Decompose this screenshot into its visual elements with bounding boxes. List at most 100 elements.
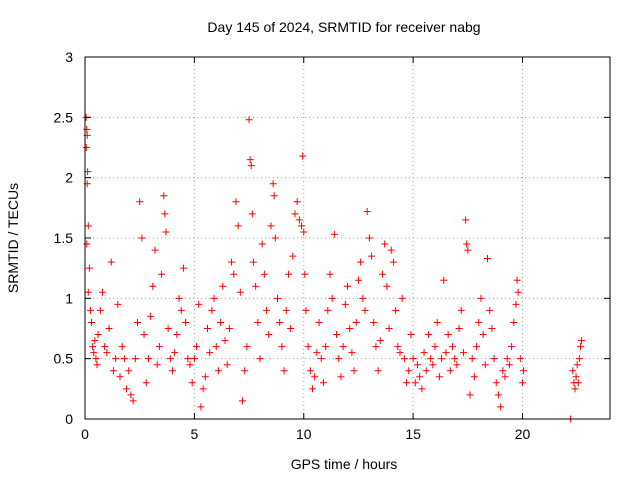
data-point	[101, 343, 109, 351]
data-point	[494, 391, 502, 399]
data-point	[246, 156, 254, 164]
data-point	[225, 325, 233, 332]
y-tick-label: 2	[65, 170, 73, 186]
data-point	[385, 325, 393, 332]
grid	[85, 57, 610, 419]
data-point	[291, 210, 299, 218]
data-point	[330, 230, 338, 238]
data-point	[239, 397, 246, 405]
data-point	[201, 373, 209, 381]
data-point	[435, 373, 443, 381]
data-point	[241, 367, 249, 375]
data-point	[519, 379, 526, 387]
data-point	[140, 331, 148, 339]
data-point	[499, 367, 507, 375]
chart-title: Day 145 of 2024, SRMTID for receiver nab…	[207, 19, 480, 35]
data-point	[510, 318, 518, 326]
data-point	[455, 325, 463, 332]
data-point	[313, 349, 321, 357]
data-point	[86, 306, 94, 314]
data-point	[453, 361, 461, 369]
data-point	[155, 343, 163, 351]
data-point	[177, 306, 185, 314]
data-point	[569, 367, 577, 375]
x-tick-label: 15	[405, 426, 421, 442]
data-point	[357, 258, 365, 266]
data-point	[403, 379, 411, 387]
data-point	[311, 373, 319, 381]
data-point	[120, 355, 128, 363]
data-point	[486, 306, 494, 314]
data-point	[438, 355, 446, 363]
data-point	[149, 282, 157, 290]
data-point	[287, 325, 295, 332]
data-point	[138, 234, 146, 242]
data-point	[479, 331, 487, 339]
data-point	[490, 355, 498, 363]
data-point	[571, 385, 579, 393]
data-point	[84, 288, 92, 296]
data-point	[103, 349, 111, 357]
data-point	[144, 355, 152, 363]
data-point	[420, 349, 428, 357]
data-point	[284, 270, 292, 278]
data-point	[396, 349, 404, 357]
data-point	[169, 367, 176, 375]
data-point	[464, 246, 472, 254]
data-point	[484, 255, 491, 263]
data-point	[427, 355, 435, 363]
data-point	[416, 373, 424, 381]
y-tick-label: 1	[65, 290, 73, 306]
data-point	[249, 258, 257, 266]
data-point	[573, 361, 581, 369]
data-point	[173, 331, 181, 339]
data-point	[129, 397, 137, 405]
x-tick-label: 0	[81, 426, 89, 442]
data-point	[512, 300, 520, 308]
data-point	[123, 385, 131, 393]
data-point	[83, 240, 91, 248]
data-point	[324, 306, 332, 314]
data-point	[228, 258, 236, 266]
data-point	[350, 367, 358, 375]
data-point	[505, 361, 513, 369]
data-point	[260, 270, 268, 278]
data-point	[451, 355, 459, 363]
data-point	[236, 288, 244, 296]
data-point	[263, 306, 271, 314]
data-point	[361, 306, 369, 314]
data-point	[576, 343, 584, 351]
data-point	[96, 306, 104, 314]
data-point	[514, 288, 522, 296]
data-point	[475, 318, 483, 326]
data-point	[243, 343, 251, 351]
data-point	[85, 264, 93, 272]
data-point	[254, 318, 262, 326]
data-point	[92, 355, 100, 363]
data-point	[394, 343, 402, 351]
data-point	[574, 379, 582, 387]
data-point	[306, 367, 314, 375]
data-point	[274, 294, 281, 302]
data-point	[444, 331, 452, 339]
data-point	[374, 367, 382, 375]
plot-frame	[84, 56, 611, 420]
data-point	[346, 325, 354, 332]
data-point	[93, 361, 101, 369]
data-point	[477, 294, 485, 302]
data-point	[142, 379, 150, 387]
y-axis-label: SRMTID / TECUs	[5, 183, 21, 293]
y-tick-label: 0	[65, 411, 73, 427]
data-point	[370, 318, 378, 326]
data-point	[433, 318, 441, 326]
data-point	[289, 252, 297, 260]
data-point	[223, 361, 231, 369]
data-point	[271, 234, 279, 242]
data-point	[234, 222, 242, 230]
x-tick-label: 10	[296, 426, 312, 442]
data-point	[186, 361, 194, 369]
data-point	[344, 282, 351, 290]
data-point	[193, 343, 201, 351]
data-point	[363, 207, 371, 215]
data-point	[161, 210, 169, 218]
